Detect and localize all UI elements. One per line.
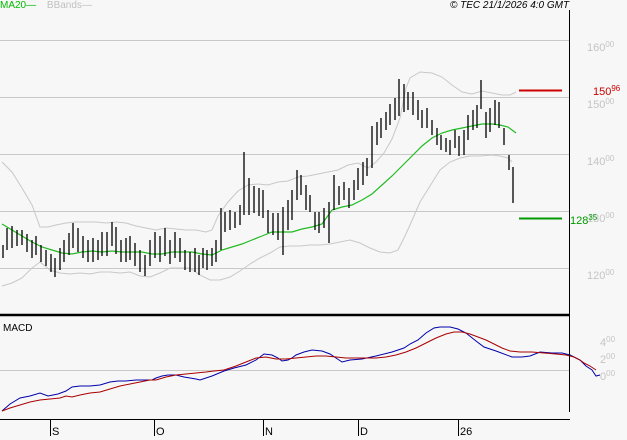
resistance-level-label: 15096 [593,84,621,98]
price-label-130: 13000 [587,211,615,225]
macd-line [1,326,601,412]
macd-title: MACD [3,323,33,334]
ma20-line [1,123,517,256]
macd-panel [0,315,601,412]
legend-ma20: MA20— [0,0,37,11]
price-label-140: 14000 [587,154,615,168]
ohlc-bars [2,79,514,277]
chart-legend: MA20— BBands— [0,0,92,11]
x-label-oct: O [156,426,165,438]
bbands-lower-line [1,154,513,287]
price-label-120: 12000 [587,268,615,282]
x-label-dec: D [360,426,368,438]
support-level-label: 12835 [570,213,598,227]
legend-bbands: BBands— [46,0,92,11]
x-axis [0,419,570,436]
price-panel [0,10,570,317]
bbands-upper-line [1,71,517,233]
x-label-2026: 26 [460,426,473,438]
price-label-150: 15000 [587,97,615,111]
copyright-timestamp: © TEC 21/1/2026 4:0 GMT [450,0,570,11]
price-label-160: 16000 [587,40,615,54]
macd-label-2: 200 [600,352,616,366]
macd-label-4: 400 [600,335,616,349]
x-label-nov: N [265,426,273,438]
macd-label-0: 000 [600,369,616,383]
price-gridlines [0,40,569,269]
macd-signal-line [1,331,597,412]
x-label-sep: S [52,426,60,438]
